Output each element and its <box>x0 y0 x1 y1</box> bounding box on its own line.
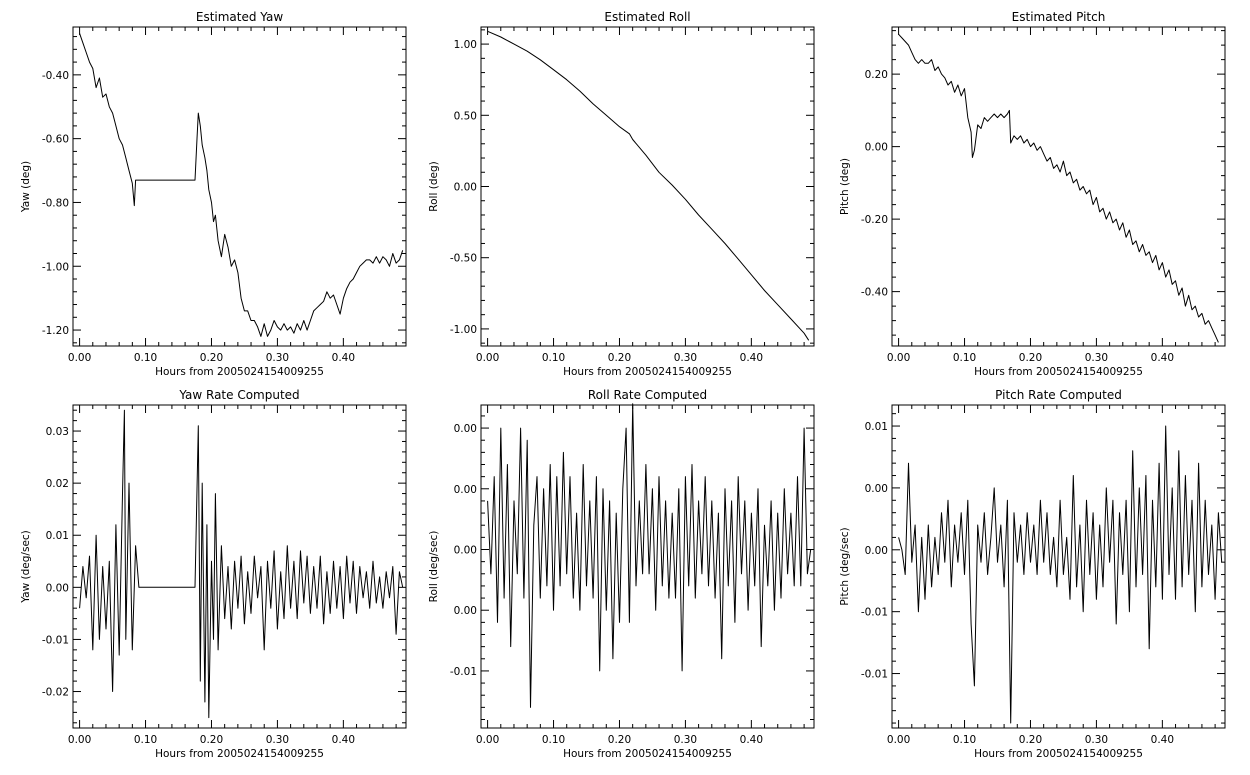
y-tick-label: -0.60 <box>42 134 69 146</box>
x-tick-label: 0.00 <box>476 352 499 364</box>
x-tick-label: 0.10 <box>542 352 565 364</box>
y-tick-label: 0.02 <box>46 478 69 490</box>
x-tick-label: 0.30 <box>1085 734 1108 746</box>
y-axis-label: Roll (deg) <box>428 161 440 211</box>
x-tick-label: 0.30 <box>674 352 697 364</box>
y-tick-label: -0.01 <box>861 607 888 619</box>
x-tick-label: 0.40 <box>332 352 355 364</box>
series-line-0 <box>487 30 810 341</box>
chart-panel-4: Roll Rate Computed Hours from 20050241540… <box>428 388 815 760</box>
x-axis-label: Hours from 2005024154009255 <box>563 748 732 760</box>
x-tick-label: 0.20 <box>200 352 223 364</box>
y-tick-label: -0.50 <box>450 253 477 265</box>
series-line-0 <box>898 425 1223 724</box>
y-tick-label: 0.00 <box>865 483 888 495</box>
x-tick-label: 0.10 <box>953 352 976 364</box>
y-tick-label: 0.03 <box>46 426 69 438</box>
chart-title: Roll Rate Computed <box>588 388 707 402</box>
y-tick-label: 0.00 <box>46 582 69 594</box>
y-tick-label: 0.00 <box>454 423 477 435</box>
x-tick-label: 0.20 <box>200 734 223 746</box>
y-tick-label: -0.01 <box>42 634 69 646</box>
x-tick-label: 0.40 <box>332 734 355 746</box>
x-tick-label: 0.40 <box>1151 352 1174 364</box>
chart-panel-1: Estimated Roll Hours from 200502415400925… <box>428 10 815 378</box>
y-tick-label: 0.00 <box>865 142 888 154</box>
series-line-0 <box>79 33 404 337</box>
y-tick-label: 0.00 <box>454 605 477 617</box>
x-tick-label: 0.00 <box>68 734 91 746</box>
x-tick-label: 0.20 <box>1019 734 1042 746</box>
x-tick-label: 0.20 <box>1019 352 1042 364</box>
y-tick-label: 0.01 <box>865 421 888 433</box>
y-tick-label: -1.20 <box>42 325 69 337</box>
x-tick-label: 0.20 <box>608 734 631 746</box>
y-tick-label: -0.01 <box>861 669 888 681</box>
series-line-0 <box>79 409 404 719</box>
plot-frame <box>480 26 815 347</box>
y-tick-label: 0.50 <box>454 110 477 122</box>
y-axis-label: Pitch (deg) <box>839 158 851 215</box>
x-tick-label: 0.10 <box>542 734 565 746</box>
x-tick-label: 0.20 <box>608 352 631 364</box>
y-tick-label: -0.80 <box>42 197 69 209</box>
x-tick-label: 0.00 <box>68 352 91 364</box>
x-tick-label: 0.30 <box>266 352 289 364</box>
x-tick-label: 0.40 <box>740 352 763 364</box>
y-tick-label: -0.20 <box>861 214 888 226</box>
y-tick-label: 0.00 <box>454 484 477 496</box>
x-axis-label: Hours from 2005024154009255 <box>974 748 1143 760</box>
y-tick-label: -0.40 <box>861 287 888 299</box>
y-tick-label: 0.00 <box>454 545 477 557</box>
x-tick-label: 0.40 <box>740 734 763 746</box>
plot-frame <box>891 26 1226 347</box>
x-axis-label: Hours from 2005024154009255 <box>563 366 732 378</box>
y-tick-label: 0.01 <box>46 530 69 542</box>
x-tick-label: 0.10 <box>953 734 976 746</box>
y-tick-label: -0.02 <box>42 687 69 699</box>
x-tick-label: 0.00 <box>887 734 910 746</box>
y-axis-label: Yaw (deg) <box>20 161 32 213</box>
x-tick-label: 0.10 <box>134 352 157 364</box>
chart-panel-5: Pitch Rate Computed Hours from 2005024154… <box>839 388 1226 760</box>
y-tick-label: 0.00 <box>865 545 888 557</box>
chart-title: Estimated Pitch <box>1012 10 1106 24</box>
x-tick-label: 0.40 <box>1151 734 1174 746</box>
x-tick-label: 0.00 <box>476 734 499 746</box>
chart-panel-0: Estimated Yaw Hours from 2005024154009255… <box>20 10 407 378</box>
plot-frame <box>480 404 815 729</box>
chart-panel-3: Yaw Rate Computed Hours from 200502415400… <box>20 388 407 760</box>
chart-title: Pitch Rate Computed <box>995 388 1122 402</box>
y-tick-label: -1.00 <box>42 261 69 273</box>
x-axis-label: Hours from 2005024154009255 <box>974 366 1143 378</box>
x-tick-label: 0.30 <box>674 734 697 746</box>
x-tick-label: 0.30 <box>266 734 289 746</box>
y-tick-label: -0.01 <box>450 666 477 678</box>
y-tick-label: -1.00 <box>450 324 477 336</box>
series-line-0 <box>898 33 1219 343</box>
y-axis-label: Roll (deg/sec) <box>428 531 440 603</box>
x-tick-label: 0.10 <box>134 734 157 746</box>
chart-title: Yaw Rate Computed <box>178 388 299 402</box>
chart-panel-2: Estimated Pitch Hours from 20050241540092… <box>839 10 1226 378</box>
y-tick-label: -0.40 <box>42 70 69 82</box>
y-tick-label: 0.20 <box>865 69 888 81</box>
y-tick-label: 1.00 <box>454 39 477 51</box>
chart-title: Estimated Yaw <box>196 10 283 24</box>
y-tick-label: 0.00 <box>454 182 477 194</box>
chart-title: Estimated Roll <box>604 10 690 24</box>
y-axis-label: Yaw (deg/sec) <box>20 530 32 604</box>
x-tick-label: 0.30 <box>1085 352 1108 364</box>
plot-frame <box>891 404 1226 729</box>
series-line-0 <box>487 403 812 708</box>
x-axis-label: Hours from 2005024154009255 <box>155 366 324 378</box>
plot-frame <box>72 26 407 347</box>
x-axis-label: Hours from 2005024154009255 <box>155 748 324 760</box>
y-axis-label: Pitch (deg/sec) <box>839 527 851 605</box>
x-tick-label: 0.00 <box>887 352 910 364</box>
